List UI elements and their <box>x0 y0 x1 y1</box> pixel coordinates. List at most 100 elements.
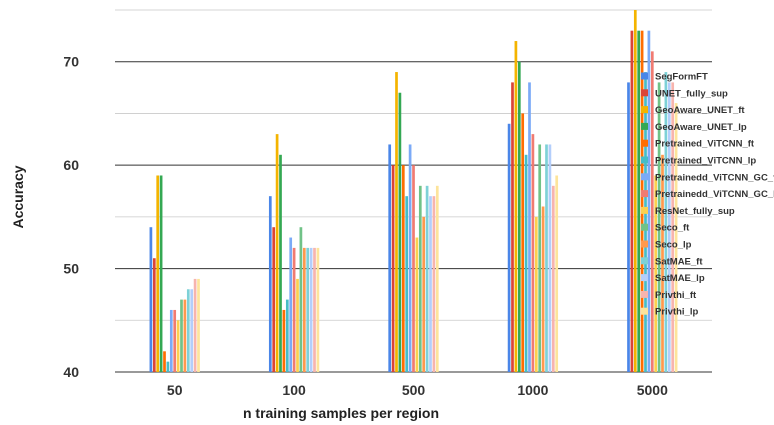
bar-GeoAware_UNET_ft-100 <box>275 134 279 372</box>
bar-Seco_lp-5000 <box>661 154 664 372</box>
legend-label: Pretrainedd_ViTCNN_GC_ft <box>655 172 774 183</box>
x-tick-label: 50 <box>167 382 183 398</box>
bar-Pretrainedd_ViTCNN_GC_ft-5000 <box>647 30 651 372</box>
bar-GeoAware_UNET_lp-1000 <box>517 61 521 372</box>
legend-label: Privthi_lp <box>655 307 698 318</box>
bar-GeoAware_UNET_lp-100 <box>279 154 282 372</box>
bar-SegFormFT-500 <box>388 144 392 372</box>
legend-swatch <box>641 190 648 198</box>
bar-Pretrained_ViTCNN_lp-50 <box>166 361 170 372</box>
bar-ResNet_fully_sup-500 <box>415 237 419 372</box>
bar-GeoAware_UNET_lp-5000 <box>637 30 641 372</box>
bar-Seco_ft-1000 <box>538 144 542 372</box>
bar-Seco_ft-5000 <box>657 82 661 373</box>
y-tick-label: 60 <box>63 157 79 173</box>
legend-swatch <box>641 173 648 181</box>
bar-SegFormFT-5000 <box>627 82 630 373</box>
bar-Privthi_lp-500 <box>435 185 439 372</box>
x-tick-label: 500 <box>402 382 426 398</box>
legend-label: Pretrainedd_ViTCNN_GC_lp <box>655 189 774 200</box>
legend-label: Pretrained_ViTCNN_ft <box>655 139 755 150</box>
bar-Privthi_lp-50 <box>197 278 200 372</box>
legend-swatch <box>641 223 648 231</box>
legend-swatch <box>641 274 648 282</box>
bar-Pretrainedd_ViTCNN_GC_lp-50 <box>173 309 177 372</box>
bar-Pretrainedd_ViTCNN_GC_lp-1000 <box>531 134 535 372</box>
bar-ResNet_fully_sup-5000 <box>654 175 658 372</box>
bar-SatMAE_ft-50 <box>186 289 190 372</box>
bar-SatMAE_lp-1000 <box>548 144 552 372</box>
legend-label: Seco_lp <box>655 240 692 251</box>
bar-SegFormFT-100 <box>268 196 272 372</box>
legend-label: ResNet_fully_sup <box>655 206 735 217</box>
bar-GeoAware_UNET_ft-5000 <box>633 10 637 372</box>
bar-Seco_ft-100 <box>299 227 303 372</box>
bar-SatMAE_lp-100 <box>309 247 313 372</box>
bar-Pretrained_ViTCNN_ft-500 <box>401 165 405 372</box>
bar-UNET_fully_sup-100 <box>272 227 276 372</box>
legend-label: Seco_ft <box>655 223 690 234</box>
bar-Pretrained_ViTCNN_lp-500 <box>405 196 409 372</box>
bar-GeoAware_UNET_ft-500 <box>395 72 398 373</box>
bar-Pretrainedd_ViTCNN_GC_lp-500 <box>412 165 415 372</box>
legend-label: UNET_fully_sup <box>655 88 728 99</box>
bar-Pretrained_ViTCNN_ft-100 <box>282 309 286 372</box>
legend-label: SatMAE_lp <box>655 273 705 284</box>
bar-Privthi_lp-100 <box>316 247 320 372</box>
y-tick-label: 40 <box>63 364 79 380</box>
bar-Pretrained_ViTCNN_lp-5000 <box>644 72 647 373</box>
bar-Pretrainedd_ViTCNN_GC_lp-5000 <box>650 51 654 372</box>
legend-swatch <box>641 122 648 130</box>
bar-SegFormFT-1000 <box>507 123 511 373</box>
bar-UNET_fully_sup-5000 <box>630 30 634 372</box>
bar-Pretrained_ViTCNN_lp-100 <box>285 299 289 372</box>
bar-ResNet_fully_sup-1000 <box>534 216 538 372</box>
x-tick-label: 100 <box>282 382 306 398</box>
legend-swatch <box>641 72 648 80</box>
legend-swatch <box>641 257 648 265</box>
bar-Privthi_ft-1000 <box>551 185 555 372</box>
bar-Pretrained_ViTCNN_ft-5000 <box>640 30 644 372</box>
bars <box>149 10 678 373</box>
legend-label: Privthi_ft <box>655 290 697 301</box>
legend-label: Pretrained_ViTCNN_lp <box>655 156 756 167</box>
y-axis-ticks: 40 50 60 70 <box>63 54 79 380</box>
x-axis-title: n training samples per region <box>243 405 439 421</box>
y-tick-label: 70 <box>63 54 79 70</box>
y-axis-title: Accuracy <box>10 165 26 228</box>
x-axis-ticks: 50 100 500 1000 5000 <box>167 382 668 398</box>
bar-SatMAE_ft-5000 <box>664 72 668 373</box>
bar-SegFormFT-50 <box>149 227 153 372</box>
legend-label: GeoAware_UNET_lp <box>655 122 747 133</box>
bar-GeoAware_UNET_lp-500 <box>398 92 402 372</box>
bar-Privthi_lp-5000 <box>674 103 678 372</box>
bar-Privthi_ft-50 <box>193 278 197 372</box>
bar-Pretrainedd_ViTCNN_GC_ft-500 <box>408 144 412 372</box>
legend-label: SatMAE_ft <box>655 256 703 267</box>
legend-swatch <box>641 240 648 248</box>
bar-Pretrainedd_ViTCNN_GC_ft-1000 <box>528 82 531 373</box>
y-tick-label: 50 <box>63 261 79 277</box>
bar-UNET_fully_sup-1000 <box>511 82 514 373</box>
bar-Seco_lp-50 <box>183 299 187 372</box>
bar-Privthi_ft-5000 <box>671 82 675 373</box>
bar-GeoAware_UNET_ft-1000 <box>514 41 518 373</box>
legend-label: SegFormFT <box>655 72 708 83</box>
legend-swatch <box>641 206 648 214</box>
legend: SegFormFT UNET_fully_sup GeoAware_UNET_ft G… <box>641 72 774 318</box>
bar-GeoAware_UNET_lp-50 <box>159 175 163 372</box>
bar-Pretrained_ViTCNN_ft-50 <box>163 351 166 372</box>
bar-Pretrainedd_ViTCNN_GC_ft-100 <box>289 237 293 372</box>
x-tick-label: 1000 <box>517 382 548 398</box>
bar-Pretrained_ViTCNN_lp-1000 <box>524 154 528 372</box>
bar-SatMAE_ft-500 <box>425 185 429 372</box>
bar-Pretrainedd_ViTCNN_GC_ft-50 <box>169 309 173 372</box>
bar-SatMAE_ft-100 <box>306 247 310 372</box>
legend-swatch <box>641 89 648 97</box>
bar-SatMAE_lp-50 <box>190 289 194 372</box>
bar-SatMAE_lp-5000 <box>667 82 671 373</box>
bar-SatMAE_lp-500 <box>429 196 432 372</box>
legend-swatch <box>641 307 648 315</box>
legend-swatch <box>641 106 648 114</box>
